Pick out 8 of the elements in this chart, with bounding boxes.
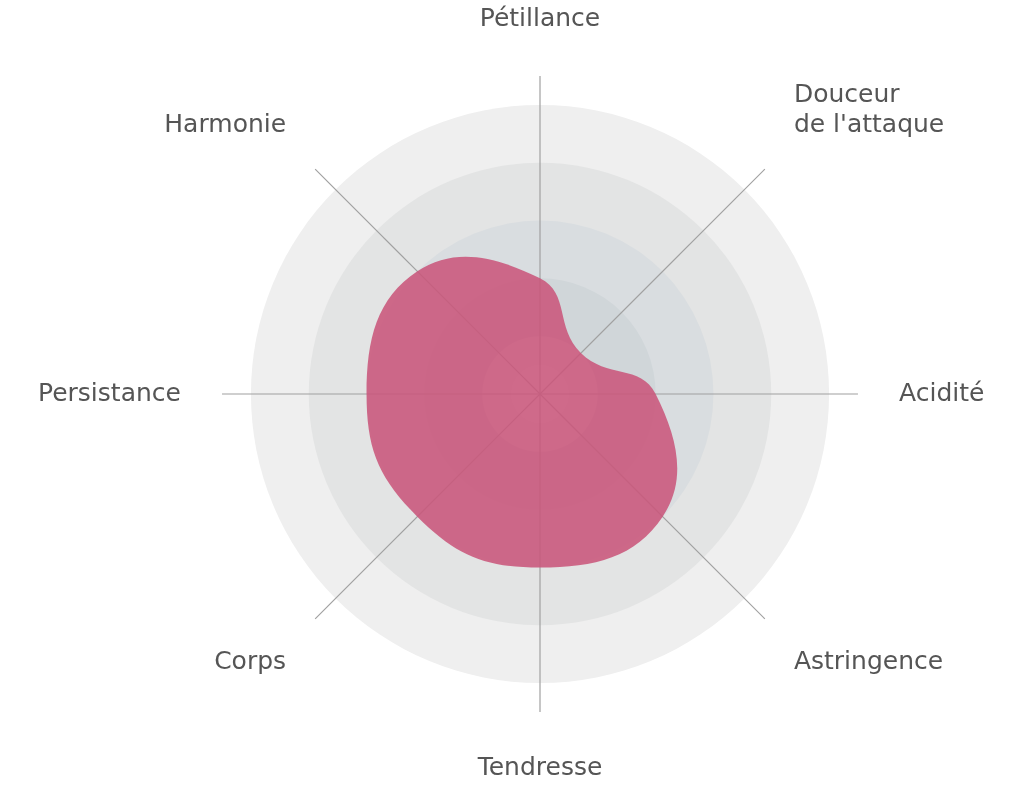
spoke-label: Tendresse <box>476 751 603 781</box>
spoke-label: Harmonie <box>164 108 287 138</box>
spoke-label: Astringence <box>793 646 944 676</box>
spoke-label: Corps <box>214 646 287 676</box>
spoke-label: Pétillance <box>479 3 601 33</box>
spoke-label: Acidité <box>899 377 985 407</box>
spoke-label: Persistance <box>37 377 181 407</box>
spoke-label: Douceur de l'attaque <box>793 78 945 138</box>
